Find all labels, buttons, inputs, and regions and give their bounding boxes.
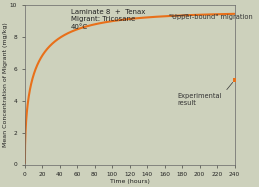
Text: Laminate 8  +  Tenax
Migrant: Tricosane
40°C: Laminate 8 + Tenax Migrant: Tricosane 40… — [71, 9, 145, 30]
X-axis label: Time (hours): Time (hours) — [110, 179, 150, 183]
Point — [232, 79, 236, 82]
Y-axis label: Mean Concentration of Migrant (mg/kg): Mean Concentration of Migrant (mg/kg) — [3, 23, 9, 147]
Text: "Upper-bound" migration: "Upper-bound" migration — [169, 14, 253, 20]
Text: Experimental
result: Experimental result — [178, 82, 233, 106]
